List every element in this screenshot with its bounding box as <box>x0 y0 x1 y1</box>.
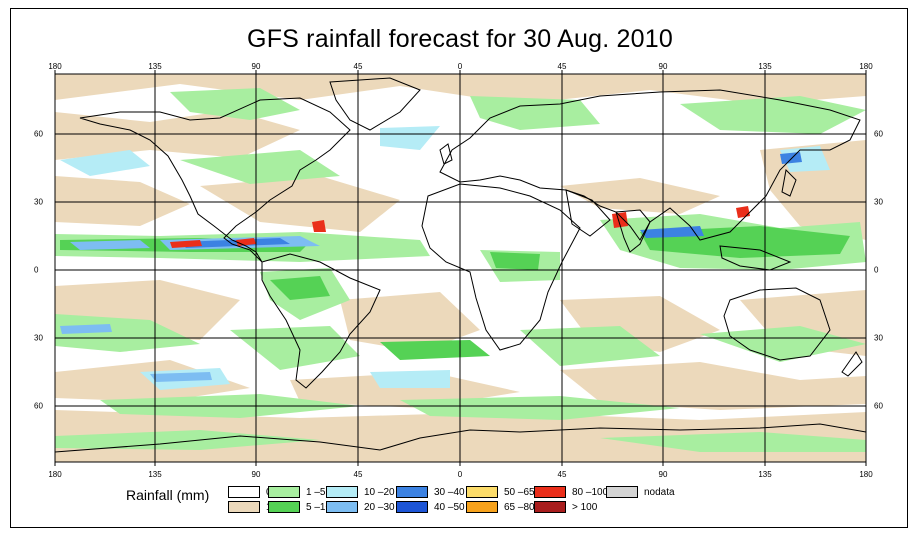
legend-label: 50 –65 <box>504 486 535 498</box>
legend-label: 5 –10 <box>306 501 332 513</box>
legend-title: Rainfall (mm) <box>126 487 210 503</box>
graticule <box>55 74 866 462</box>
lon-tick-top: 90 <box>658 62 668 71</box>
legend-swatch <box>228 486 260 498</box>
legend-swatch <box>606 486 638 498</box>
lon-tick-top: 180 <box>48 62 62 71</box>
legend-swatch <box>396 501 428 513</box>
lat-tick-right: 30 <box>874 333 883 343</box>
legend-item: 10 –20 <box>326 485 395 499</box>
legend-label: 10 –20 <box>364 486 395 498</box>
legend-label: 1 –5 <box>306 486 326 498</box>
legend-item: 30 –40 <box>396 485 465 499</box>
map-title: GFS rainfall forecast for 30 Aug. 2010 <box>247 25 673 53</box>
legend-label: 20 –30 <box>364 501 395 513</box>
lon-tick-bottom: 135 <box>758 470 772 479</box>
legend-item: nodata <box>606 485 675 499</box>
coastlines <box>55 77 866 453</box>
lon-tick-top: 0 <box>457 62 463 71</box>
legend-swatch <box>228 501 260 513</box>
lon-tick-bottom: 45 <box>353 470 363 479</box>
legend-swatch <box>534 486 566 498</box>
legend-swatch <box>534 501 566 513</box>
legend-item: 40 –50 <box>396 500 465 514</box>
legend-item: 1 –5 <box>268 485 325 499</box>
lat-tick-left: 30 <box>34 333 43 343</box>
legend-swatch <box>326 501 358 513</box>
legend-item: 65 –80 <box>466 500 535 514</box>
lon-tick-top: 135 <box>148 62 162 71</box>
legend-label: 65 –80 <box>504 501 535 513</box>
lon-tick-bottom: 45 <box>557 470 567 479</box>
legend-item: 20 –30 <box>326 500 395 514</box>
legend-swatch <box>396 486 428 498</box>
legend-label: nodata <box>644 486 675 498</box>
legend-item: 5 –10 <box>268 500 331 514</box>
legend-label: > 100 <box>572 501 598 513</box>
lat-tick-left: 0 <box>34 265 39 275</box>
lat-tick-left: 30 <box>34 197 43 207</box>
legend-label: 30 –40 <box>434 486 465 498</box>
legend-label: 80 –100 <box>572 486 609 498</box>
legend-item: 0 <box>228 485 272 499</box>
lon-tick-bottom: 90 <box>251 470 261 479</box>
lon-tick-bottom: 180 <box>48 470 62 479</box>
legend-swatch <box>466 486 498 498</box>
lon-tick-bottom: 0 <box>457 470 463 479</box>
lon-tick-top: 135 <box>758 62 772 71</box>
figure-frame <box>10 8 908 528</box>
legend-item: > 100 <box>534 500 597 514</box>
legend-item: 50 –65 <box>466 485 535 499</box>
legend-swatch <box>466 501 498 513</box>
lon-tick-bottom: 180 <box>859 470 873 479</box>
lat-tick-right: 60 <box>874 129 883 139</box>
legend-swatch <box>268 501 300 513</box>
lon-tick-bottom: 135 <box>148 470 162 479</box>
lon-tick-top: 45 <box>557 62 567 71</box>
legend-label: 40 –50 <box>434 501 465 513</box>
legend-swatch <box>326 486 358 498</box>
lat-tick-right: 60 <box>874 401 883 411</box>
legend-swatch <box>268 486 300 498</box>
lat-tick-left: 60 <box>34 401 43 411</box>
lon-tick-bottom: 90 <box>658 470 668 479</box>
lon-tick-top: 90 <box>251 62 261 71</box>
lat-tick-left: 60 <box>34 129 43 139</box>
legend-item: 80 –100 <box>534 485 608 499</box>
lat-tick-right: 30 <box>874 197 883 207</box>
legend-item: 1 <box>228 500 272 514</box>
lon-tick-top: 45 <box>353 62 363 71</box>
lat-tick-right: 0 <box>874 265 879 275</box>
lon-tick-top: 180 <box>859 62 873 71</box>
